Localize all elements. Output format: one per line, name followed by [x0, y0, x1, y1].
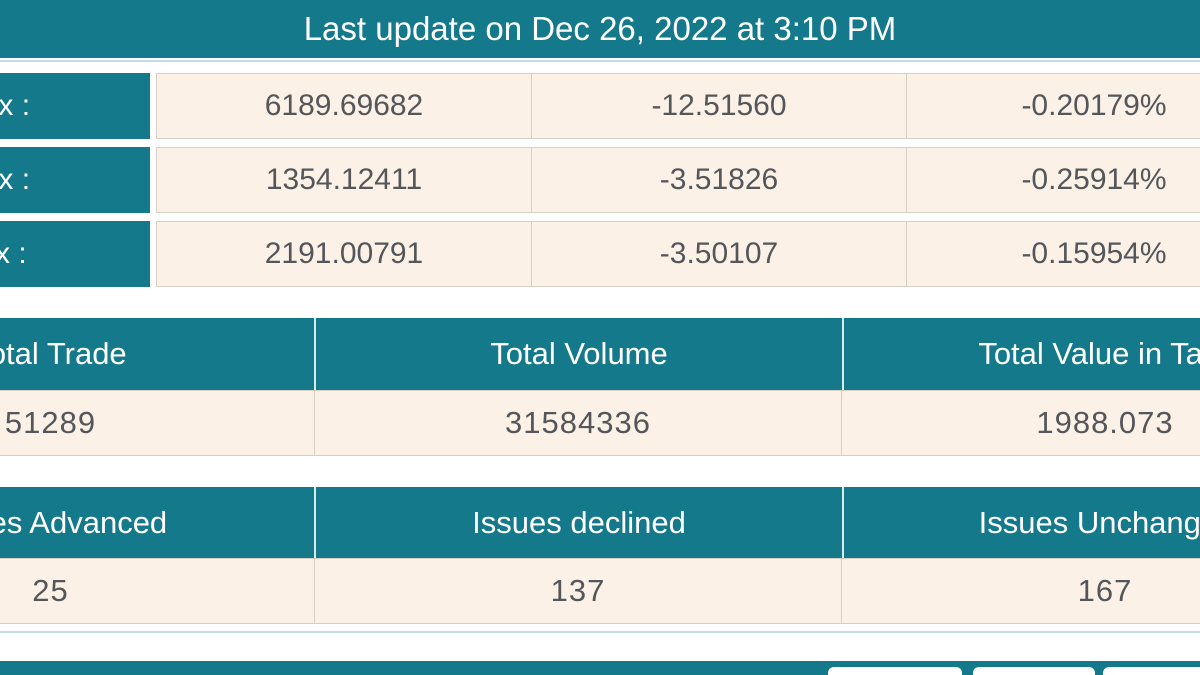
total-value-value: 1988.073: [841, 391, 1200, 455]
index-summary-table: DSEX Index : 6189.69682 -12.51560 -0.201…: [0, 73, 1200, 295]
issues-declined-value: 137: [314, 559, 841, 623]
index-percent-change-cell: -0.25914%: [906, 148, 1200, 212]
divider-line-bottom: [0, 631, 1200, 633]
index-change-cell: -12.51560: [531, 74, 906, 138]
footer-button-1[interactable]: [828, 667, 962, 675]
table-row: DS30 Index : 2191.00791 -3.50107 -0.1595…: [0, 221, 1200, 287]
issues-unchanged-value: 167: [841, 559, 1200, 623]
index-percent-change-cell: -0.20179%: [906, 74, 1200, 138]
issues-advanced-value: 25: [0, 559, 314, 623]
index-value-cell: 2191.00791: [157, 222, 531, 286]
index-name-cell: DSES Index :: [0, 147, 150, 213]
issues-table: Issues Advanced Issues declined Issues U…: [0, 487, 1200, 624]
issues-advanced-header: Issues Advanced: [0, 487, 314, 558]
last-update-banner: Last update on Dec 26, 2022 at 3:10 PM: [0, 0, 1200, 58]
total-trade-value: 51289: [0, 391, 314, 455]
total-value-header: Total Value in Taka: [842, 318, 1200, 390]
divider-line-top: [0, 60, 1200, 62]
index-percent-change-cell: -0.15954%: [906, 222, 1200, 286]
table-row: DSEX Index : 6189.69682 -12.51560 -0.201…: [0, 73, 1200, 139]
last-update-text: Last update on Dec 26, 2022 at 3:10 PM: [303, 10, 897, 47]
index-name-cell: DSEX Index :: [0, 73, 150, 139]
index-value-cell: 1354.12411: [157, 148, 531, 212]
index-value-cell: 6189.69682: [157, 74, 531, 138]
totals-table: Total Trade Total Volume Total Value in …: [0, 318, 1200, 456]
issues-declined-header: Issues declined: [314, 487, 842, 558]
footer-button-3[interactable]: [1103, 667, 1200, 675]
total-volume-value: 31584336: [314, 391, 841, 455]
index-name-cell: DS30 Index :: [0, 221, 150, 287]
total-volume-header: Total Volume: [314, 318, 842, 390]
index-change-cell: -3.51826: [531, 148, 906, 212]
issues-unchanged-header: Issues Unchanged: [842, 487, 1200, 558]
total-trade-header: Total Trade: [0, 318, 314, 390]
footer-button-2[interactable]: [973, 667, 1095, 675]
index-change-cell: -3.50107: [531, 222, 906, 286]
table-row: DSES Index : 1354.12411 -3.51826 -0.2591…: [0, 147, 1200, 213]
